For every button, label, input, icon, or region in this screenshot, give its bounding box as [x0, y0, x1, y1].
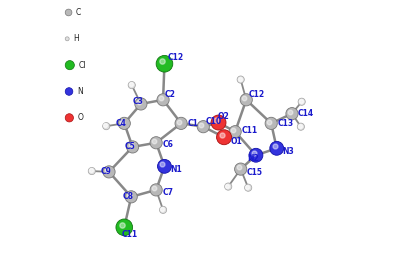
Point [230, 128, 237, 132]
Point [119, 223, 125, 227]
Point [128, 82, 134, 87]
Point [298, 99, 304, 103]
Text: H: H [73, 34, 79, 43]
Point [213, 118, 219, 123]
Text: C11: C11 [122, 230, 138, 239]
Text: O1: O1 [230, 137, 242, 146]
Circle shape [240, 94, 252, 106]
Point [266, 119, 273, 124]
Circle shape [118, 117, 130, 129]
Circle shape [150, 137, 162, 149]
Circle shape [225, 183, 232, 190]
Circle shape [286, 108, 298, 120]
Circle shape [116, 219, 133, 236]
Text: C1: C1 [187, 119, 198, 128]
Point [159, 207, 165, 211]
Circle shape [270, 141, 284, 155]
Text: C9: C9 [101, 167, 111, 176]
Point [297, 123, 303, 128]
Circle shape [297, 123, 304, 130]
Text: C14: C14 [298, 109, 314, 118]
Point [159, 59, 165, 64]
Text: C15: C15 [247, 168, 263, 177]
Text: Cl: Cl [79, 61, 86, 70]
Circle shape [65, 60, 74, 70]
Point [119, 119, 126, 124]
Circle shape [265, 117, 277, 129]
Point [158, 96, 164, 100]
Point [159, 162, 166, 167]
Point [219, 133, 225, 137]
Circle shape [65, 88, 73, 95]
Circle shape [197, 121, 209, 133]
Point [224, 183, 231, 188]
Circle shape [249, 148, 263, 162]
Point [237, 76, 243, 81]
Point [176, 119, 182, 124]
Circle shape [150, 184, 162, 196]
Circle shape [245, 184, 252, 191]
Point [128, 143, 134, 147]
Point [287, 109, 294, 114]
Text: C2: C2 [164, 90, 175, 99]
Text: C12: C12 [249, 90, 265, 99]
Point [241, 96, 248, 100]
Text: N3: N3 [282, 147, 294, 156]
Point [244, 185, 251, 189]
Text: C5: C5 [124, 143, 135, 151]
Circle shape [229, 126, 241, 138]
Text: C: C [76, 8, 81, 17]
Circle shape [158, 159, 171, 173]
Circle shape [211, 115, 226, 130]
Point [104, 168, 110, 172]
Circle shape [103, 123, 110, 130]
Circle shape [65, 37, 69, 41]
Text: C12: C12 [167, 53, 183, 62]
Point [151, 139, 158, 143]
Text: C13: C13 [277, 119, 294, 128]
Point [126, 193, 133, 197]
Circle shape [235, 163, 247, 175]
Circle shape [65, 114, 73, 122]
Circle shape [126, 141, 139, 153]
Text: O: O [78, 113, 83, 122]
Circle shape [156, 55, 173, 72]
Circle shape [125, 191, 137, 203]
Circle shape [175, 117, 187, 129]
Circle shape [103, 166, 115, 178]
Circle shape [298, 98, 305, 105]
Text: C8: C8 [123, 192, 134, 201]
Text: C10: C10 [205, 117, 222, 126]
Point [88, 168, 94, 172]
Circle shape [135, 98, 147, 110]
Text: N1: N1 [170, 165, 182, 174]
Text: C6: C6 [162, 140, 173, 149]
Point [236, 165, 242, 169]
Text: O2: O2 [217, 113, 229, 122]
Circle shape [237, 76, 244, 83]
Point [251, 151, 257, 155]
Point [136, 100, 142, 104]
Text: C7: C7 [162, 188, 173, 197]
Circle shape [217, 130, 231, 145]
Circle shape [65, 9, 72, 16]
Text: C4: C4 [116, 119, 127, 128]
Circle shape [157, 94, 169, 106]
Point [198, 123, 205, 127]
Text: N: N [77, 87, 83, 96]
Text: C11: C11 [241, 126, 257, 135]
Circle shape [128, 81, 136, 89]
Text: N2: N2 [248, 153, 259, 162]
Circle shape [88, 167, 95, 175]
Text: C3: C3 [133, 97, 144, 106]
Circle shape [160, 206, 167, 213]
Point [102, 123, 109, 127]
Point [271, 144, 278, 148]
Point [151, 186, 158, 190]
